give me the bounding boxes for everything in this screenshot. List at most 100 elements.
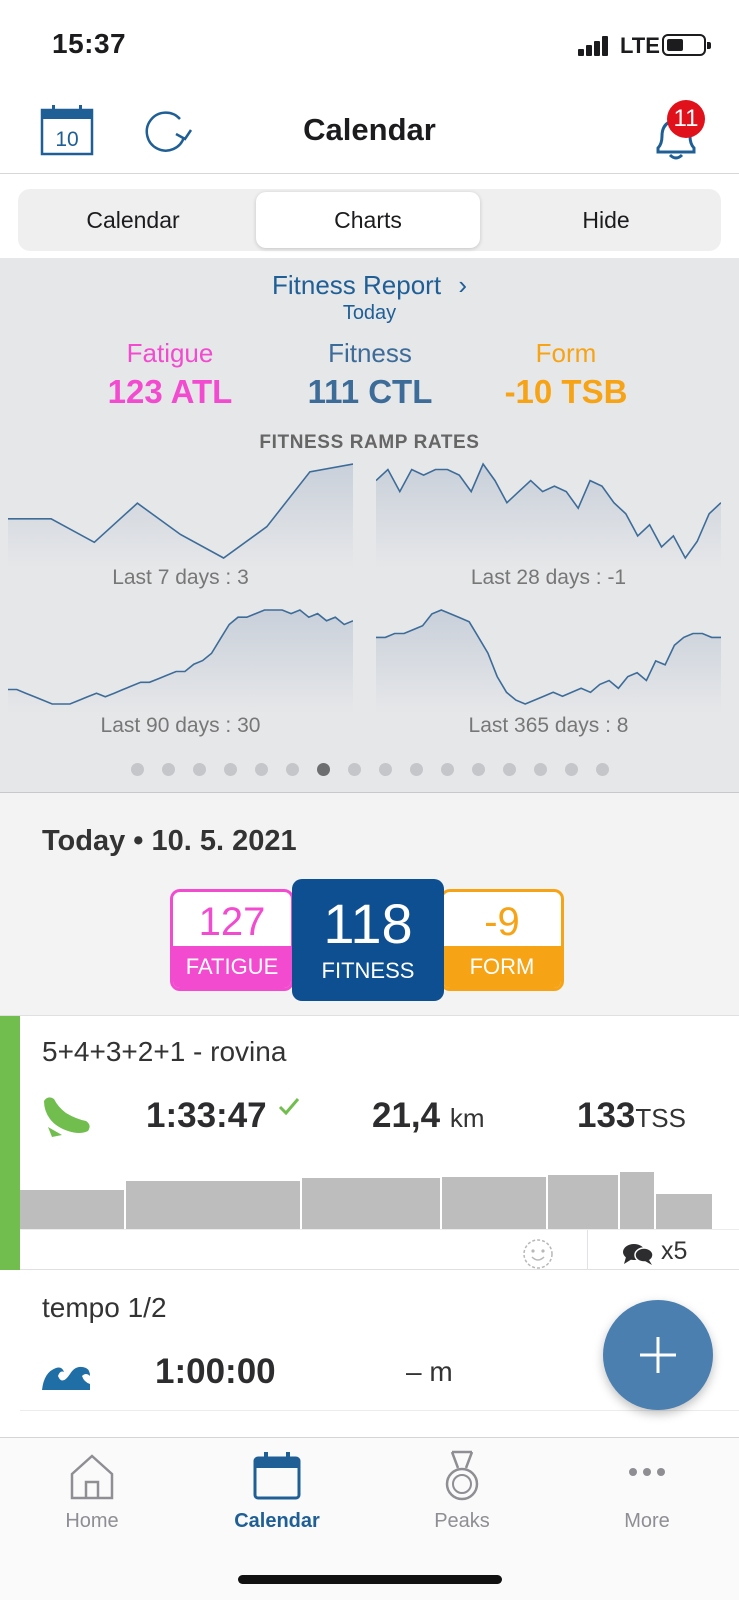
workout-2-title: tempo 1/2 (42, 1292, 167, 1323)
ramp-area (8, 610, 353, 714)
page-dot[interactable] (378, 763, 392, 776)
workout-status-stripe (0, 1016, 20, 1271)
ramp-label-90-days: Last 90 days : 30 (100, 714, 261, 737)
segment-charts[interactable]: Charts (256, 192, 480, 248)
fitness-metric: Fitness 111 CTL (270, 338, 470, 411)
tab-peaks[interactable]: Peaks (387, 1450, 537, 1533)
ramp-rates-title: FITNESS RAMP RATES (259, 432, 480, 453)
tab-more-label: More (624, 1510, 670, 1532)
cellular-signal-icon (578, 36, 608, 56)
workout-2-distance: – m (406, 1356, 453, 1387)
notification-badge[interactable]: 11 (667, 100, 705, 138)
ramp-chart-28-days[interactable] (376, 458, 721, 578)
today-fitness-label: FITNESS (321, 958, 415, 983)
running-shoe-icon (44, 1097, 90, 1137)
page-dot[interactable] (192, 763, 206, 776)
feeling-smiley-icon[interactable] (522, 1238, 554, 1270)
page-dot[interactable] (440, 763, 454, 776)
page-dot[interactable] (223, 763, 237, 776)
add-workout-button[interactable] (603, 1300, 713, 1410)
today-form-label: FORM (443, 946, 561, 988)
tab-bar: Home Calendar Peaks More (0, 1437, 739, 1600)
page-dot[interactable] (533, 763, 547, 776)
plus-icon (640, 1337, 676, 1373)
status-bar: 15:37 LTE (0, 0, 739, 90)
battery-icon (662, 34, 711, 56)
interval-bar (620, 1172, 654, 1229)
page-dot[interactable] (285, 763, 299, 776)
page-dot[interactable] (316, 763, 330, 776)
form-label: Form (535, 338, 597, 368)
page-dot[interactable] (161, 763, 175, 776)
footer-divider (587, 1230, 588, 1272)
workout-intervals-graph (20, 1154, 739, 1229)
page-dot[interactable] (409, 763, 423, 776)
workout-duration: 1:33:47 (146, 1096, 267, 1135)
fitness-panel: Fitness Report › Today Fatigue 123 ATL F… (0, 258, 739, 793)
fitness-box: 118 FITNESS (292, 879, 444, 1001)
network-type: LTE (620, 33, 660, 58)
ramp-line (376, 462, 721, 560)
workout-card[interactable]: 5+4+3+2+1 - rovina 1:33:47 21,4 km 133TS… (0, 1015, 739, 1272)
tss-value: 133 (577, 1096, 636, 1135)
tab-calendar[interactable]: Calendar (202, 1450, 352, 1533)
ramp-area (376, 464, 721, 568)
tab-more[interactable]: More (572, 1450, 722, 1533)
page-dot[interactable] (595, 763, 609, 776)
view-segmented-control: Calendar Charts Hide (18, 189, 721, 251)
fitness-label: Fitness (328, 338, 412, 368)
calendar-date-icon[interactable]: 10 (40, 104, 94, 156)
home-icon (70, 1454, 114, 1500)
nav-bar: 10 Calendar 11 (0, 90, 739, 174)
fatigue-box: 127 FATIGUE (170, 889, 294, 991)
interval-bar (126, 1181, 300, 1229)
segment-calendar[interactable]: Calendar (86, 207, 180, 233)
comment-count[interactable]: x5 (661, 1237, 688, 1265)
interval-bar (656, 1193, 712, 1229)
workout-title: 5+4+3+2+1 - rovina (42, 1036, 287, 1067)
today-fatigue-value: 127 (198, 900, 266, 944)
ramp-chart-7-days[interactable] (8, 458, 353, 578)
page-dot[interactable] (254, 763, 268, 776)
form-value: -10 TSB (504, 373, 628, 410)
workout-distance: 21,4 km (372, 1096, 485, 1136)
fatigue-metric: Fatigue 123 ATL (70, 338, 270, 411)
page-dot[interactable] (471, 763, 485, 776)
interval-bar (548, 1175, 618, 1229)
workout-tss: 133TSS (577, 1096, 686, 1136)
ramp-area (8, 464, 353, 568)
today-date: Today • 10. 5. 2021 (42, 825, 297, 857)
page-dot[interactable] (564, 763, 578, 776)
more-icon (629, 1468, 665, 1476)
ramp-label-365-days: Last 365 days : 8 (468, 714, 629, 737)
tab-home[interactable]: Home (17, 1450, 167, 1533)
today-fatigue-label: FATIGUE (173, 946, 291, 988)
ramp-line (8, 463, 353, 559)
medal-icon (445, 1450, 479, 1501)
refresh-icon[interactable] (140, 104, 194, 156)
calendar-day-number: 10 (55, 128, 78, 151)
ramp-label-28-days: Last 28 days : -1 (470, 566, 627, 589)
workout-2-divider (20, 1410, 739, 1411)
page-dot[interactable] (130, 763, 144, 776)
page-title: Calendar (303, 112, 436, 147)
ramp-line (8, 609, 353, 705)
ramp-chart-90-days[interactable] (8, 604, 353, 724)
ramp-chart-365-days[interactable] (376, 604, 721, 724)
ramp-area (376, 610, 721, 714)
page-dot[interactable] (502, 763, 516, 776)
form-metric: Form -10 TSB (466, 338, 666, 411)
tab-home-label: Home (65, 1510, 119, 1532)
calendar-icon (253, 1452, 301, 1500)
distance-unit: km (449, 1103, 485, 1133)
page-dot[interactable] (347, 763, 361, 776)
form-box: -9 FORM (440, 889, 564, 991)
page-indicator[interactable] (0, 763, 739, 776)
ramp-label-7-days: Last 7 days : 3 (112, 566, 249, 589)
status-time: 15:37 (52, 28, 127, 59)
today-fitness-value: 118 (323, 892, 413, 955)
segment-hide[interactable]: Hide (582, 207, 630, 233)
tab-calendar-label: Calendar (234, 1510, 320, 1532)
fitness-report-link[interactable]: Fitness Report › (0, 270, 739, 301)
comments-icon[interactable] (622, 1242, 654, 1266)
